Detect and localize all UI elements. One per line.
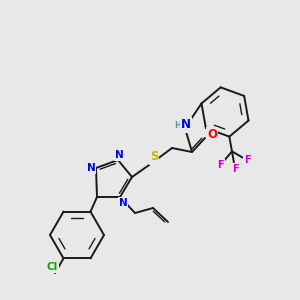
Text: N: N <box>118 198 127 208</box>
Text: Cl: Cl <box>46 262 58 272</box>
Text: F: F <box>217 160 224 170</box>
Text: S: S <box>150 151 158 164</box>
Text: H: H <box>175 122 182 130</box>
Text: F: F <box>244 155 251 165</box>
Text: N: N <box>87 163 95 173</box>
Text: N: N <box>181 118 191 131</box>
Text: O: O <box>207 128 217 142</box>
Text: N: N <box>115 150 123 160</box>
Text: F: F <box>232 164 238 174</box>
